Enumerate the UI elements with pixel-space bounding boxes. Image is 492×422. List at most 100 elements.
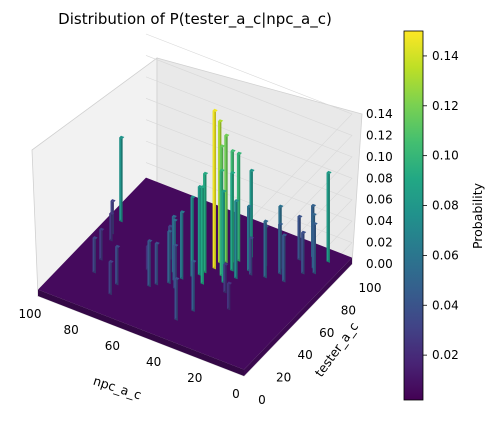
bar [99,227,105,261]
bar [119,135,125,223]
bar-top [326,170,332,174]
colorbar-tick-label: 0.02 [432,348,459,362]
bar-top [278,222,284,226]
bar-top [180,210,186,214]
bar-face [190,195,193,277]
bar-face [145,244,148,270]
y-tick-label: 100 [359,281,382,295]
bar-top [203,171,209,175]
x-tick-labels: 0 20 40 60 80 100 [19,307,240,401]
bar [278,222,284,275]
x-tick-label: 100 [19,307,42,321]
bar-top [119,135,125,139]
bar-face [247,204,249,271]
bar-top [263,219,269,223]
bar-top [218,119,224,123]
bar [109,211,115,242]
bar-top [249,236,255,240]
colorbar-label: Probability [470,182,485,249]
bar-top [311,203,317,207]
bar-face [173,243,176,289]
bar-top [311,212,317,216]
floor-carpet-side [244,257,352,376]
colorbar [404,31,423,400]
bar-top [312,221,318,226]
bar-face [263,219,266,278]
bar [234,199,240,280]
bar-top [171,214,177,218]
z-tick-label: 0.12 [366,128,393,142]
y-tick-label: 60 [319,326,334,340]
y-tick-label: 20 [276,371,291,385]
bar [282,233,288,283]
z-tick-label: 0.02 [366,236,393,250]
bar-top [108,259,114,263]
bar-face [119,135,122,222]
bar-face [221,189,224,283]
bar [108,259,114,296]
bar-face [278,222,280,274]
bar [197,185,203,276]
bar [301,230,307,275]
bar-face [115,244,117,285]
bar-face [219,168,222,276]
bar-top [109,211,115,215]
bar [92,236,98,274]
bar-face [191,259,194,311]
bar [147,239,153,288]
z-tick-label: 0.14 [366,107,393,121]
bar-top [230,149,236,153]
bar-face [167,229,170,283]
bar-face [218,119,220,263]
bar-top [230,171,236,175]
bars-group [92,108,332,321]
colorbar-tick-labels: 0.02 0.04 0.06 0.08 0.10 0.12 0.14 [403,30,459,401]
bar-top [219,168,225,172]
y-tick-label: 80 [341,303,356,317]
bar-face [230,171,233,271]
bar-top [154,241,160,245]
colorbar-tick-label: 0.12 [432,99,459,113]
bar [190,195,196,278]
bar-face [108,259,111,294]
bar [230,171,236,272]
bar [115,244,121,286]
bar-top [147,239,153,243]
bar-face [92,236,95,273]
floor-carpet-side [38,289,244,376]
bar-top [247,204,253,208]
bar-top [234,199,240,203]
bar [297,214,303,261]
colorbar-tick-label: 0.14 [432,49,459,63]
bar-top [190,195,196,199]
bar [200,185,206,285]
bar [326,170,332,263]
bar [263,219,269,279]
bar-top [282,233,288,237]
bar-top [167,229,173,233]
z-tick-labels: 0.00 0.02 0.04 0.06 0.08 0.10 0.12 0.14 [366,107,393,271]
x-tick-label: 0 [232,387,240,401]
bar-face [282,233,284,282]
colorbar-tick-label: 0.10 [432,149,459,163]
bar-face [301,230,303,274]
bar-face [297,214,300,260]
bar-top [172,218,178,222]
colorbar-tick-label: 0.08 [432,199,459,213]
bar-face [212,108,215,269]
bar [221,189,227,284]
x-tick-label: 20 [187,371,202,385]
x-axis-label: npc_a_c [91,373,143,403]
bar-face [109,211,112,241]
bar-face [234,199,237,279]
bar-top [173,243,179,247]
x-tick-label: 80 [64,323,79,337]
bar-top [227,281,233,285]
bar-face [174,276,177,320]
x-tick-label: 60 [105,339,120,353]
z-tick-label: 0.08 [366,171,393,185]
z-tick-label: 0.04 [366,214,393,228]
z-tick-label: 0.10 [366,150,393,164]
bar-top [221,189,227,193]
